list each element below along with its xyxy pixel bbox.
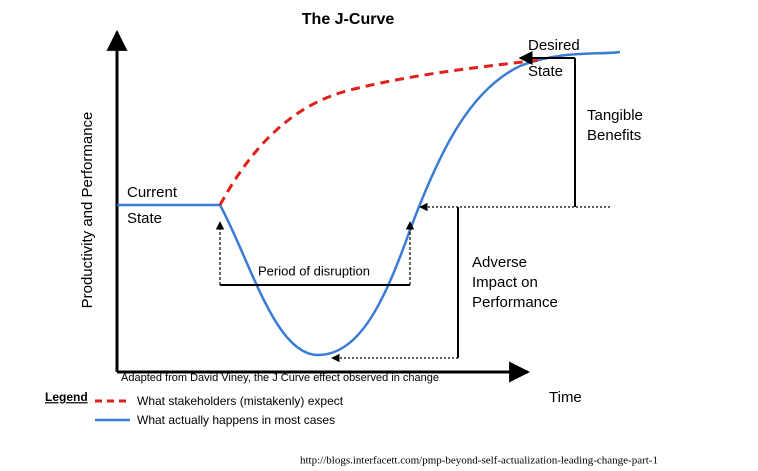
label: Desired xyxy=(528,37,580,54)
label: Benefits xyxy=(587,127,641,144)
label: Tangible xyxy=(587,107,643,124)
label: Performance xyxy=(472,294,558,311)
legend-label: What stakeholders (mistakenly) expect xyxy=(137,394,344,408)
expected-curve xyxy=(218,58,541,206)
label: Current xyxy=(127,184,178,201)
source-note: Adapted from David Viney, the J Curve ef… xyxy=(121,372,439,384)
url: http://blogs.interfacett.com/pmp-beyond-… xyxy=(300,455,658,467)
label: State xyxy=(528,63,563,80)
label: Period of disruption xyxy=(258,263,370,278)
label: State xyxy=(127,210,162,227)
title: The J-Curve xyxy=(302,11,395,28)
y-axis-label: Productivity and Performance xyxy=(79,112,96,309)
label: Adverse xyxy=(472,254,527,271)
label: Impact on xyxy=(472,274,538,291)
legend-label: What actually happens in most cases xyxy=(137,413,335,427)
legend-title: Legend xyxy=(45,390,88,404)
x-axis-label: Time xyxy=(549,389,582,406)
